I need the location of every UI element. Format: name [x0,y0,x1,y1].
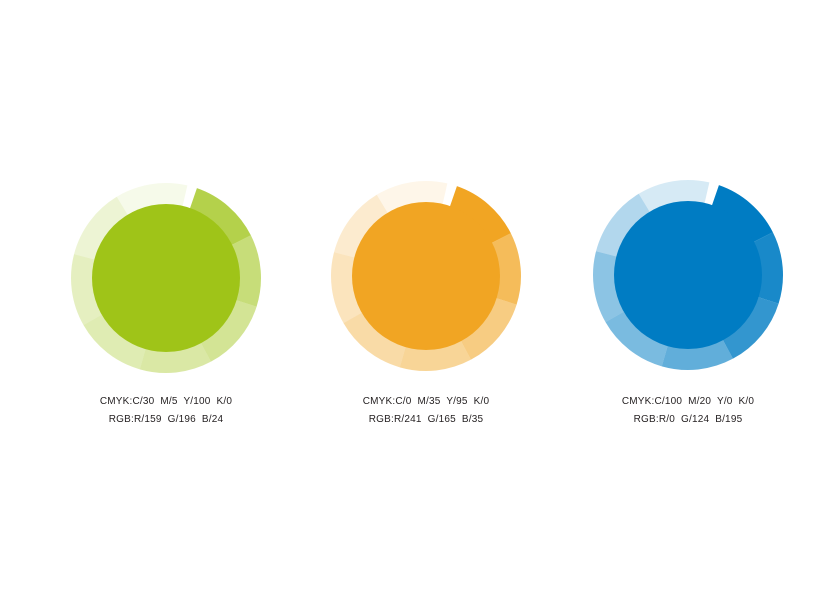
green-rgb-value: RGB:R/159 G/196 B/24 [108,413,224,425]
green-ring-segment-7 [74,196,129,260]
blue-cmyk-value: CMYK:C/100 M/20 Y/0 K/0 [621,396,755,407]
blue-color-values: CMYK:C/100 M/20 Y/0 K/0 RGB:R/0 G/124 B/… [548,393,828,428]
orange-ring-segment-5 [343,311,407,368]
orange-color-wheel [330,180,522,372]
green-ring-segment-4 [139,341,211,374]
orange-ring-segment-1 [449,186,511,244]
green-ring-segment-8 [116,182,188,217]
blue-ring-segment-5 [605,310,669,367]
green-color-disc [92,204,240,352]
blue-color-wheel [592,179,784,371]
green-ring-segment-3 [200,299,257,362]
orange-ring-segment-7 [334,194,389,258]
green-ring-segment-1 [189,188,251,246]
orange-ring-segment-8 [376,180,448,215]
blue-ring-segment-4 [661,338,733,371]
green-color-wheel-graphic [71,182,261,374]
orange-ring-segment-3 [460,297,517,360]
orange-ring-segment-4 [399,339,471,372]
green-cmyk-value: CMYK:C/30 M/5 Y/100 K/0 [99,396,233,407]
orange-cmyk-value: CMYK:C/0 M/35 Y/95 K/0 [362,396,490,407]
blue-ring-segment-6 [593,251,626,323]
blue-ring-segment-1 [711,185,773,243]
orange-color-disc [352,202,500,350]
green-ring-segment-5 [83,313,147,370]
orange-ring-segment-6 [331,252,364,324]
blue-ring-segment-3 [722,296,779,359]
blue-color-disc [614,201,762,349]
blue-color-wheel-graphic [593,179,783,371]
green-color-wheel [70,182,262,374]
orange-color-wheel-graphic [331,180,521,372]
blue-rgb-value: RGB:R/0 G/124 B/195 [633,413,743,425]
blue-ring-segment-8 [638,179,710,214]
orange-color-values: CMYK:C/0 M/35 Y/95 K/0 RGB:R/241 G/165 B… [286,393,566,428]
orange-rgb-value: RGB:R/241 G/165 B/35 [368,413,484,425]
blue-ring-segment-7 [596,193,651,257]
green-color-values: CMYK:C/30 M/5 Y/100 K/0 RGB:R/159 G/196 … [26,393,306,428]
green-ring-segment-6 [71,254,104,326]
